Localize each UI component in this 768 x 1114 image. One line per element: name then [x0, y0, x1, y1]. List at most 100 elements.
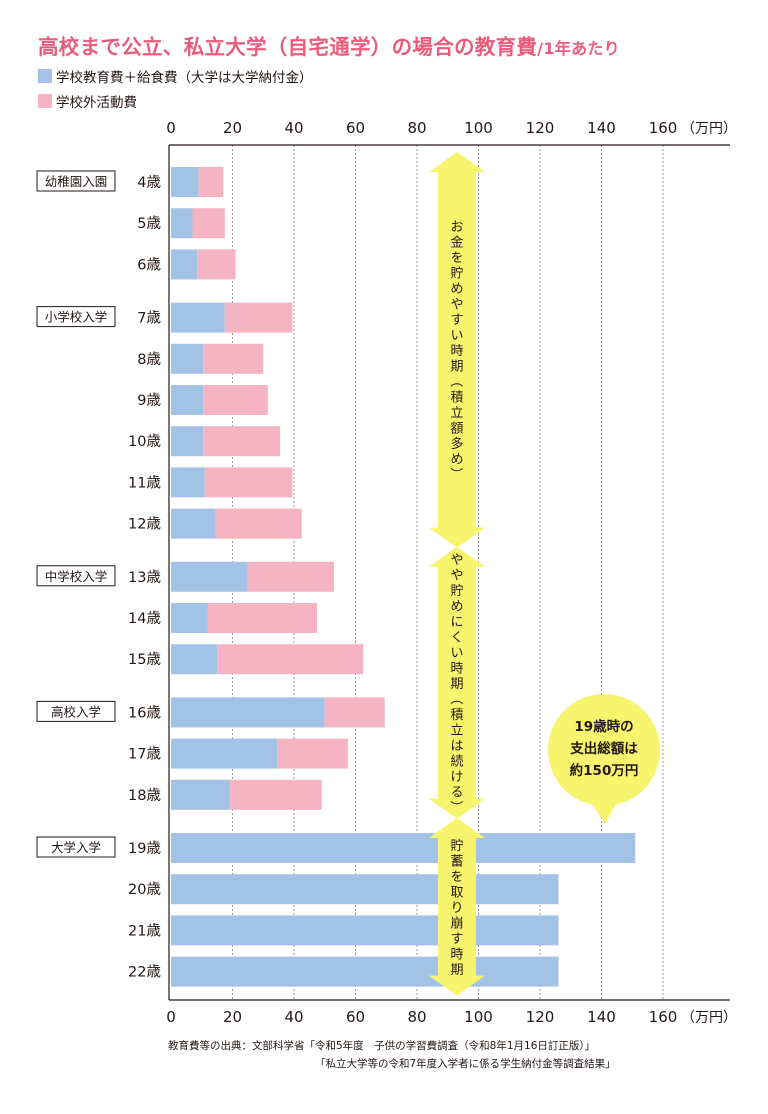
period-text-char: 取: [450, 885, 463, 900]
legend-item-school: 学校教育費＋給食費（大学は大学納付金）: [38, 66, 313, 86]
annotation-line-2: 支出総額は: [570, 741, 638, 757]
period-text-char: 期: [450, 677, 463, 692]
legend-item-extracurricular: 学校外活動費: [38, 91, 137, 111]
period-text-char: す: [450, 313, 463, 328]
period-text-char: い: [450, 328, 463, 343]
bar-school-9歳: [171, 385, 204, 415]
bar-extracurricular-12歳: [215, 508, 302, 539]
category-label: 17歳: [128, 746, 161, 763]
x-unit-label-top: （万円）: [681, 121, 737, 137]
bar-school-5歳: [171, 208, 193, 239]
bar-school-18歳: [171, 779, 230, 810]
stage-box: [36, 565, 116, 587]
x-tick-label-top: 80: [407, 119, 426, 137]
period-text-char: 時: [450, 344, 463, 359]
stage-label: 幼稚園入園: [45, 174, 108, 189]
chart-title: 高校まで公立、私立大学（自宅通学）の場合の教育費/1年あたり: [38, 30, 620, 60]
x-tick-label-bottom: 160: [649, 1008, 678, 1026]
period-text-char: お: [450, 220, 463, 235]
category-label: 5歳: [137, 215, 161, 232]
bar-school-6歳: [171, 249, 198, 280]
period-text-char: 貯: [450, 266, 463, 281]
x-tick-label-bottom: 0: [166, 1008, 176, 1026]
stage-box: [36, 170, 116, 192]
bar-school-20歳: [171, 874, 559, 905]
period-text-char: 期: [450, 963, 463, 978]
bar-extracurricular-13歳: [247, 561, 334, 592]
category-label: 21歳: [128, 922, 161, 939]
period-text-char: け: [450, 770, 463, 785]
category-label: 16歳: [128, 704, 161, 721]
period-text-char: ）: [448, 467, 463, 480]
bar-extracurricular-10歳: [203, 426, 281, 457]
x-tick-label-bottom: 60: [346, 1008, 365, 1026]
stage-box: [36, 836, 116, 858]
bar-extracurricular-5歳: [192, 208, 225, 239]
bar-extracurricular-15歳: [217, 644, 364, 675]
period-text-char: 立: [450, 406, 463, 421]
x-tick-label-bottom: 140: [587, 1008, 616, 1026]
stage-box: [36, 700, 116, 722]
period-text-char: や: [450, 568, 463, 583]
bar-extracurricular-16歳: [324, 697, 385, 728]
category-label: 13歳: [128, 569, 161, 586]
stage-label: 中学校入学: [45, 569, 108, 584]
title-main: 高校まで公立、私立大学（自宅通学）の場合の教育費: [38, 35, 538, 59]
x-tick-label-top: 120: [526, 119, 555, 137]
period-text-char: 貯: [450, 584, 463, 599]
period-text-char: 続: [450, 754, 463, 769]
source-line-1: 教育費等の出典：文部科学省「令和5年度 子供の学習費調査（令和8年1月16日訂正…: [168, 1040, 596, 1052]
category-label: 14歳: [128, 610, 161, 627]
bar-extracurricular-7歳: [224, 302, 293, 333]
x-tick-label-bottom: 120: [526, 1008, 555, 1026]
period-text-char: は: [450, 739, 463, 754]
period-arrow-2: [429, 546, 485, 819]
category-label: 4歳: [137, 174, 161, 191]
bar-school-19歳: [171, 833, 636, 863]
annotation-line-3: 約150万円: [569, 763, 639, 779]
bar-extracurricular-6歳: [197, 249, 236, 280]
period-text-char: 時: [450, 947, 463, 962]
period-text-char: 蓄: [450, 854, 463, 869]
stage-label: 高校入学: [51, 704, 101, 719]
bar-school-15歳: [171, 644, 218, 675]
x-tick-label-top: 100: [464, 119, 493, 137]
period-text-char: 金: [450, 234, 463, 250]
bar-school-22歳: [171, 956, 559, 987]
period-text-char: 多: [450, 436, 463, 452]
period-text-char: め: [450, 452, 463, 467]
stage-box: [36, 306, 116, 328]
category-label: 6歳: [137, 256, 161, 273]
period-text-char: （: [448, 692, 463, 705]
annotation-bubble-circle: [548, 694, 660, 806]
period-text-char: 貯: [450, 839, 463, 854]
period-text-char: や: [450, 297, 463, 312]
annotation-line-1: 19歳時の: [574, 719, 634, 735]
period-arrow-3: [429, 818, 485, 996]
category-label: 19歳: [128, 840, 161, 857]
legend-label-school: 学校教育費＋給食費（大学は大学納付金）: [56, 70, 313, 86]
bar-school-7歳: [171, 302, 225, 333]
category-label: 15歳: [128, 651, 161, 668]
stage-label: 大学入学: [51, 840, 101, 855]
period-text-char: 積: [450, 390, 463, 405]
period-arrow-1: [429, 152, 485, 548]
category-label: 12歳: [128, 516, 161, 533]
x-tick-label-top: 40: [284, 119, 303, 137]
x-tick-label-top: 20: [223, 119, 242, 137]
x-tick-label-bottom: 100: [464, 1008, 493, 1026]
bar-school-11歳: [171, 467, 205, 498]
category-label: 18歳: [128, 787, 161, 804]
x-tick-label-bottom: 40: [284, 1008, 303, 1026]
bar-extracurricular-4歳: [198, 167, 224, 197]
legend-swatch-pink: [38, 94, 52, 108]
period-text-char: 崩: [450, 916, 463, 931]
category-label: 10歳: [128, 433, 161, 450]
bar-school-16歳: [171, 697, 325, 728]
annotation-bubble: 19歳時の 支出総額は 約150万円: [543, 716, 665, 782]
bar-extracurricular-18歳: [229, 779, 322, 810]
period-text-char: を: [450, 251, 463, 266]
bar-school-13歳: [171, 561, 248, 592]
period-text-char: り: [450, 901, 463, 916]
category-label: 8歳: [137, 351, 161, 368]
